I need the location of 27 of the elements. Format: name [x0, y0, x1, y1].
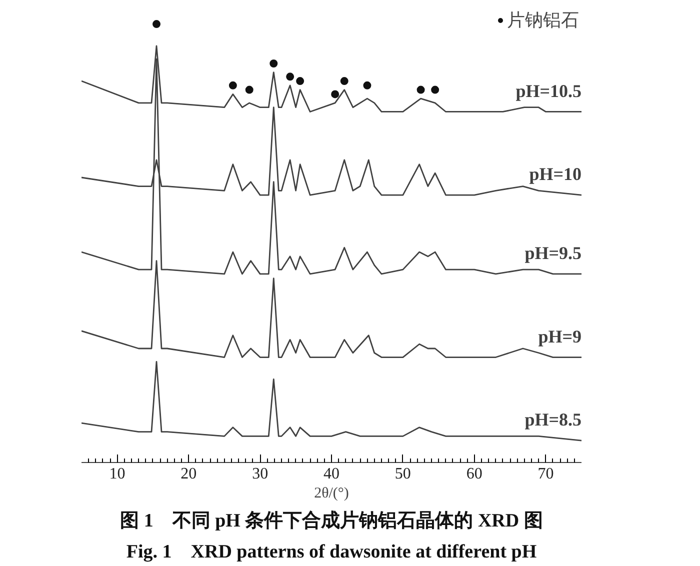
point — [416, 86, 425, 94]
text: 图 1 不同 pH 条件下合成片钠铝石晶体的 XRD 图 — [120, 510, 543, 532]
point — [363, 81, 372, 90]
legend-label: 片钠铝石 — [507, 9, 579, 32]
point — [331, 90, 340, 98]
series-label: pH=10.5 — [516, 80, 582, 101]
point — [296, 77, 304, 86]
x-tick-label: 20 — [180, 466, 197, 482]
x-tick-label: 30 — [252, 466, 268, 482]
point — [340, 77, 348, 86]
x-tick-label: 60 — [466, 466, 482, 482]
series-label: pH=9.5 — [524, 243, 582, 263]
series-label: pH=8.5 — [524, 410, 582, 430]
point — [228, 81, 237, 90]
x-tick-label: 50 — [394, 466, 411, 482]
x-tick-label: 70 — [538, 466, 554, 482]
point — [270, 60, 278, 68]
point — [245, 86, 254, 94]
x-tick-label: 40 — [324, 466, 340, 482]
point — [286, 72, 294, 81]
x-axis-title: 2θ/(°) — [314, 486, 349, 502]
series-label: pH=9 — [538, 326, 582, 346]
x-tick-label: 10 — [109, 466, 126, 482]
point — [431, 86, 440, 94]
point — [152, 20, 160, 28]
text: Fig. 1 XRD patterns of dawsonite at different pH — [126, 542, 537, 562]
series-label: pH=10 — [529, 164, 582, 184]
